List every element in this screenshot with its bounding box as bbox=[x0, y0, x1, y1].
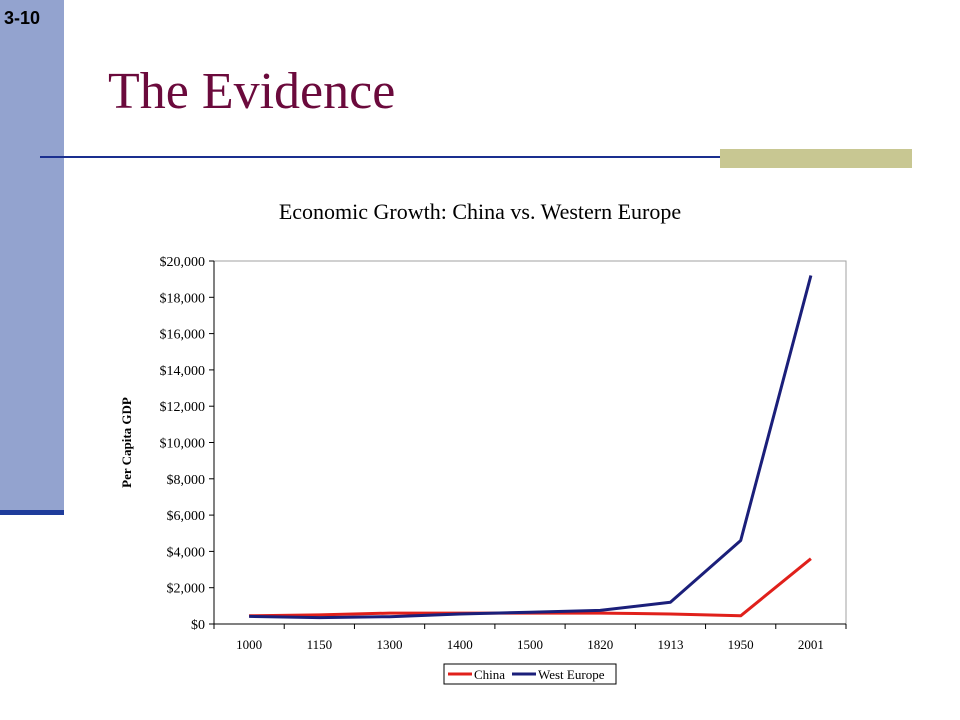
series-line-west-europe bbox=[249, 275, 813, 620]
x-tick-label: 1950 bbox=[728, 637, 754, 652]
sidebar-decoration bbox=[0, 0, 64, 512]
x-tick-label: 1300 bbox=[377, 637, 403, 652]
y-tick-label: $12,000 bbox=[160, 400, 206, 415]
sidebar-edge-line bbox=[0, 510, 64, 515]
y-axis-label: Per Capita GDP bbox=[119, 397, 134, 488]
x-tick-label: 1500 bbox=[517, 637, 543, 652]
x-tick-label: 1150 bbox=[307, 637, 333, 652]
x-tick-label: 1000 bbox=[236, 637, 262, 652]
y-tick-label: $10,000 bbox=[160, 437, 206, 452]
x-tick-label: 1820 bbox=[587, 637, 613, 652]
legend-label-china: China bbox=[474, 667, 505, 682]
y-tick-label: $8,000 bbox=[167, 473, 206, 488]
slide-title: The Evidence bbox=[108, 63, 396, 120]
y-tick-label: $0 bbox=[191, 618, 205, 633]
plot-frame bbox=[213, 260, 847, 625]
y-tick-label: $20,000 bbox=[160, 255, 206, 270]
title-accent-bar bbox=[720, 149, 912, 168]
title-rule bbox=[40, 156, 912, 158]
y-tick-label: $18,000 bbox=[160, 291, 206, 306]
y-tick-label: $2,000 bbox=[167, 582, 206, 597]
legend-label-west-europe: West Europe bbox=[538, 667, 605, 682]
y-tick-label: $4,000 bbox=[167, 545, 206, 560]
y-tick-label: $6,000 bbox=[167, 509, 206, 524]
x-tick-label: 1400 bbox=[447, 637, 473, 652]
chart-title: Economic Growth: China vs. Western Europ… bbox=[279, 199, 681, 224]
series-line-china bbox=[249, 557, 812, 618]
y-tick-label: $14,000 bbox=[160, 364, 206, 379]
x-tick-label: 1913 bbox=[657, 637, 683, 652]
y-tick-label: $16,000 bbox=[160, 328, 206, 343]
slide-number: 3-10 bbox=[4, 8, 41, 28]
x-tick-label: 2001 bbox=[798, 637, 824, 652]
